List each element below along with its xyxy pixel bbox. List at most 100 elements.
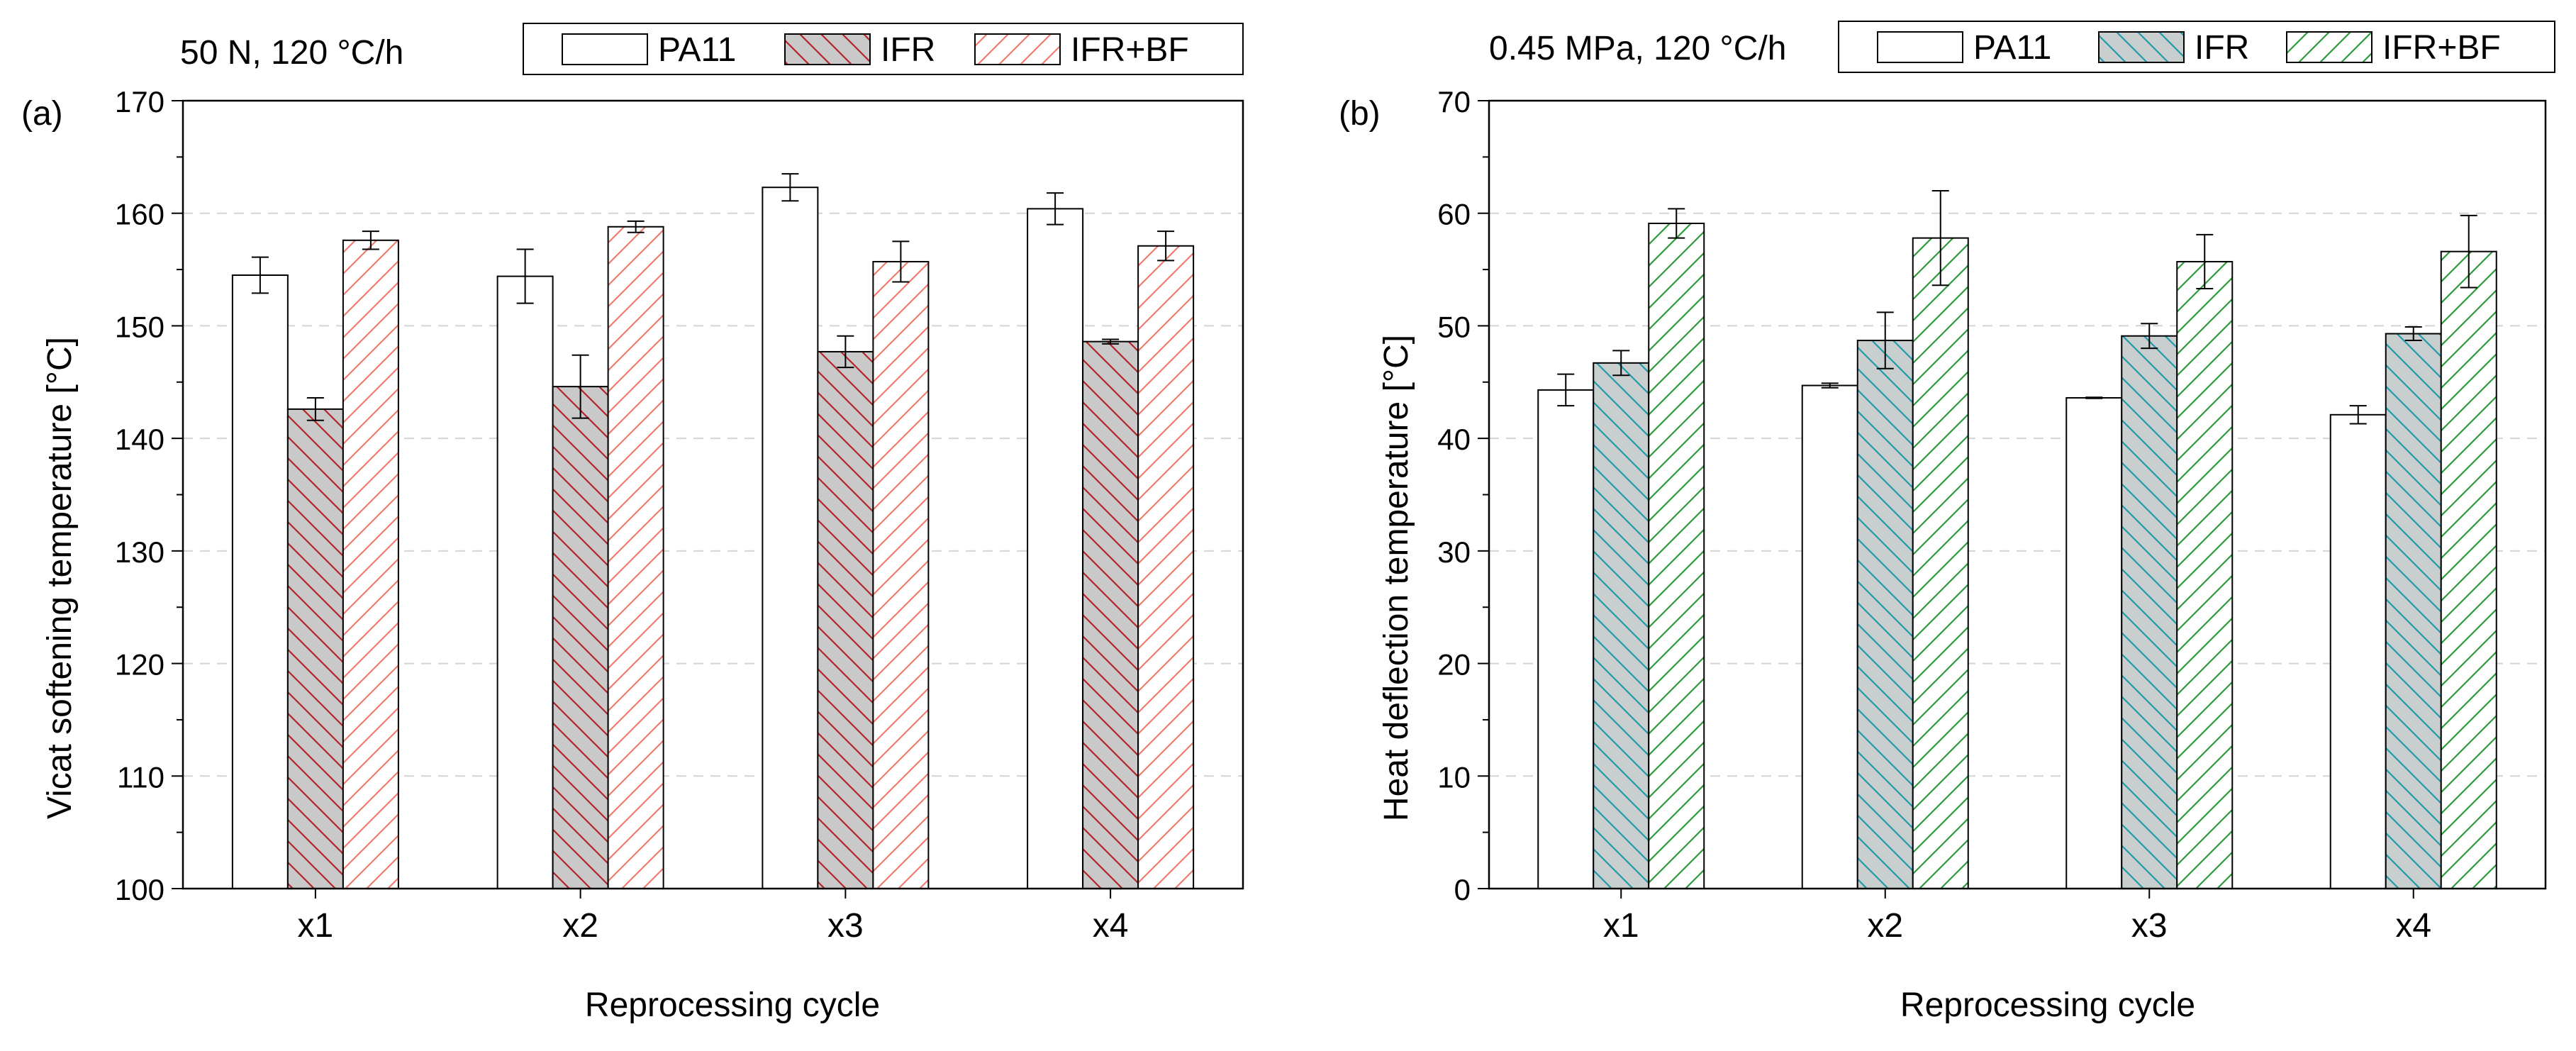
bar-ifr-x2 xyxy=(1856,340,1914,890)
x-tick-label: x4 xyxy=(2395,907,2431,945)
bar-pa11-x3 xyxy=(762,187,819,889)
bar-ifr-x1 xyxy=(1593,362,1650,890)
legend-swatch-ifr xyxy=(2098,31,2185,63)
x-tick-label: x1 xyxy=(1603,907,1639,945)
x-axis-label: Reprocessing cycle xyxy=(1900,986,2195,1024)
bar-ifr-x1 xyxy=(286,408,344,889)
error-bar-ifr-x1 xyxy=(306,397,324,421)
y-tick-label: 40 xyxy=(1437,423,1471,456)
legend-label-ifr-bf: IFR+BF xyxy=(2382,29,2501,67)
bar-ifr-bf-x2 xyxy=(607,226,664,889)
error-bar-pa11-x2 xyxy=(516,248,534,304)
error-bar-pa11-x3 xyxy=(2085,396,2103,399)
y-tick-label: 100 xyxy=(115,873,165,906)
x-tick-label: x2 xyxy=(562,907,598,945)
error-bar-pa11-x1 xyxy=(1557,373,1575,407)
bar-ifr-x3 xyxy=(817,350,874,889)
plot-area: x1 x2 x3 x4 100 110 120 130 140 150 160 170 xyxy=(115,85,1244,945)
bar-pa11-x3 xyxy=(2065,397,2123,889)
y-tick-label: 160 xyxy=(115,198,165,231)
bar-pa11-x2 xyxy=(1801,384,1858,889)
y-tick-label: 50 xyxy=(1437,310,1471,343)
panel-a: (a) 50 N, 120 °C/h PA11 IFR IFR+BF x1 x2 x… xyxy=(21,23,1244,1024)
plot-area: x1 x2 x3 x4 0 10 20 30 40 50 60 70 xyxy=(1437,85,2547,945)
bar-ifr-bf-x4 xyxy=(1137,245,1195,889)
error-bar-ifr-x4 xyxy=(1102,338,1120,345)
legend-swatch-ifr xyxy=(784,33,871,65)
bar-pa11-x4 xyxy=(1027,208,1084,889)
bar-ifr-bf-x1 xyxy=(342,239,399,889)
error-bar-ifr-bf-x2 xyxy=(627,220,645,233)
bar-pa11-x4 xyxy=(2329,413,2387,889)
x-tick-label: x1 xyxy=(298,907,334,945)
bar-ifr-bf-x3 xyxy=(872,260,930,889)
error-bar-ifr-x2 xyxy=(571,354,589,419)
legend-swatch-pa11 xyxy=(1877,31,1963,63)
plot-frame xyxy=(182,99,1244,890)
y-tick-label: 0 xyxy=(1454,873,1471,906)
legend-label-pa11: PA11 xyxy=(1973,29,2051,67)
y-tick-label: 130 xyxy=(115,535,165,569)
error-bar-ifr-x1 xyxy=(1612,350,1630,377)
legend-swatch-ifr-bf xyxy=(2286,31,2373,63)
y-tick-label: 140 xyxy=(115,423,165,456)
error-bar-ifr-x3 xyxy=(2141,323,2158,350)
legend-label-pa11: PA11 xyxy=(658,31,736,69)
bar-pa11-x1 xyxy=(231,274,289,889)
error-bar-ifr-bf-x1 xyxy=(362,230,379,250)
x-tick-label: x4 xyxy=(1093,907,1129,945)
panel-label: (a) xyxy=(21,95,63,133)
x-tick-label: x3 xyxy=(2131,907,2168,945)
bar-ifr-x2 xyxy=(552,386,609,889)
error-bar-ifr-x3 xyxy=(837,335,854,369)
error-bar-ifr-bf-x3 xyxy=(892,240,910,283)
bar-ifr-bf-x2 xyxy=(1912,237,1969,890)
error-bar-ifr-x2 xyxy=(1876,311,1894,369)
legend: PA11 IFR IFR+BF xyxy=(1838,21,2555,73)
error-bar-ifr-bf-x3 xyxy=(2196,233,2214,290)
legend-label-ifr: IFR xyxy=(2195,29,2249,67)
bar-ifr-bf-x1 xyxy=(1648,222,1705,889)
panel-b: (b) 0.45 MPa, 120 °C/h PA11 IFR IFR+BF x… xyxy=(1339,21,2555,1024)
error-bar-ifr-bf-x2 xyxy=(1931,189,1949,287)
bar-ifr-bf-x4 xyxy=(2440,250,2497,890)
error-bar-ifr-bf-x4 xyxy=(1157,230,1175,262)
panel-label: (b) xyxy=(1339,95,1381,133)
bar-ifr-x4 xyxy=(2385,333,2442,889)
test-condition: 0.45 MPa, 120 °C/h xyxy=(1489,30,1786,67)
y-tick-label: 70 xyxy=(1437,85,1471,118)
y-tick-label: 60 xyxy=(1437,198,1471,231)
y-tick-label: 120 xyxy=(115,648,165,682)
plot-frame xyxy=(1488,99,2547,890)
y-tick-label: 20 xyxy=(1437,648,1471,682)
x-tick-label: x2 xyxy=(1867,907,1903,945)
y-axis-label: Vicat softening temperature [°C] xyxy=(41,337,79,819)
y-tick-label: 10 xyxy=(1437,760,1471,794)
y-tick-label: 150 xyxy=(115,310,165,343)
legend-label-ifr: IFR xyxy=(881,31,935,69)
error-bar-pa11-x1 xyxy=(251,256,269,294)
legend: PA11 IFR IFR+BF xyxy=(523,23,1244,75)
y-tick-label: 170 xyxy=(115,85,165,118)
bar-ifr-bf-x3 xyxy=(2176,260,2234,889)
error-bar-pa11-x2 xyxy=(1821,382,1839,389)
x-tick-label: x3 xyxy=(827,907,864,945)
bar-pa11-x2 xyxy=(496,275,554,889)
bar-pa11-x1 xyxy=(1537,389,1595,889)
y-tick-label: 30 xyxy=(1437,535,1471,569)
error-bar-pa11-x3 xyxy=(781,173,799,202)
error-bar-ifr-bf-x4 xyxy=(2460,214,2477,289)
bar-ifr-x3 xyxy=(2121,335,2178,890)
error-bar-ifr-bf-x1 xyxy=(1668,208,1685,239)
y-tick-label: 110 xyxy=(117,760,165,794)
y-axis-label: Heat deflection temperature [°C] xyxy=(1378,335,1415,821)
test-condition: 50 N, 120 °C/h xyxy=(180,34,403,72)
legend-swatch-ifr-bf xyxy=(974,33,1061,65)
error-bar-pa11-x4 xyxy=(1047,192,1064,226)
legend-swatch-pa11 xyxy=(562,33,648,65)
error-bar-ifr-x4 xyxy=(2404,326,2422,342)
error-bar-pa11-x4 xyxy=(2349,405,2367,425)
bar-ifr-x4 xyxy=(1082,340,1139,889)
